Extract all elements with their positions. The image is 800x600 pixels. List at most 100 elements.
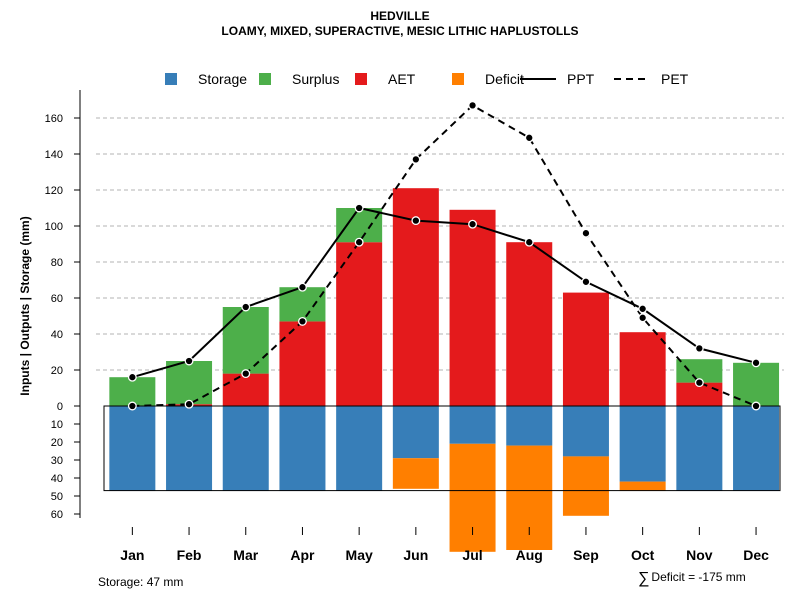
y-tick-label: 20 <box>51 365 63 377</box>
storage-bar-feb <box>166 406 213 491</box>
surplus-bar-jan <box>109 377 156 406</box>
storage-bar-oct <box>619 406 666 482</box>
deficit-legend-swatch <box>452 73 464 85</box>
x-tick-label-oct: Oct <box>631 547 655 563</box>
pet-point-dec <box>751 401 761 411</box>
ppt-point-jan <box>127 372 137 382</box>
ppt-point-oct <box>638 304 648 314</box>
storage-bar-may <box>336 406 383 491</box>
y-tick-label: 60 <box>51 293 63 305</box>
storage-bar-jun <box>392 406 439 459</box>
deficit-bar-sep <box>562 456 609 516</box>
y-tick-label: 30 <box>51 455 63 467</box>
sum-symbol: ∑ <box>638 570 650 587</box>
ppt-point-may <box>354 203 364 213</box>
pet-point-feb <box>184 399 194 409</box>
surplus-bar-nov <box>676 359 723 383</box>
y-tick-label: 40 <box>51 329 63 341</box>
pet-point-mar <box>241 369 251 379</box>
x-tick-label-dec: Dec <box>743 547 769 563</box>
deficit-footnote: ∑ Deficit = -175 mm <box>638 570 746 588</box>
aet-bar-nov <box>676 382 723 406</box>
deficit-bar-oct <box>619 481 666 491</box>
y-tick-label: 40 <box>51 473 63 485</box>
y-axis-label: Inputs | Outputs | Storage (mm) <box>18 216 32 395</box>
storage-legend-swatch <box>165 73 177 85</box>
storage-bar-sep <box>562 406 609 457</box>
aet-legend-swatch <box>355 73 367 85</box>
x-tick-label-mar: Mar <box>233 547 258 563</box>
storage-bar-dec <box>733 406 780 491</box>
aet-bar-oct <box>619 332 666 406</box>
aet-bar-aug <box>506 242 553 406</box>
y-tick-label: 120 <box>45 185 63 197</box>
x-tick-label-aug: Aug <box>516 547 543 563</box>
chart-title: HEDVILLE <box>370 9 430 23</box>
ppt-legend-label: PPT <box>567 71 595 87</box>
deficit-legend-label: Deficit <box>485 71 524 87</box>
storage-legend-label: Storage <box>198 71 247 87</box>
storage-footnote: Storage: 47 mm <box>98 575 184 589</box>
pet-point-may <box>354 237 364 247</box>
pet-point-jun <box>411 154 421 164</box>
x-tick-label-may: May <box>346 547 373 563</box>
pet-point-jul <box>468 100 477 110</box>
y-tick-label: 50 <box>51 491 63 503</box>
surplus-legend-swatch <box>259 73 271 85</box>
chart-subtitle: LOAMY, MIXED, SUPERACTIVE, MESIC LITHIC … <box>221 24 579 38</box>
aet-bar-apr <box>279 321 326 406</box>
aet-bar-sep <box>562 292 609 406</box>
pet-legend-label: PET <box>661 71 689 87</box>
y-tick-label: 60 <box>51 509 63 521</box>
y-tick-label: 100 <box>45 221 63 233</box>
x-tick-label-jan: Jan <box>120 547 144 563</box>
pet-point-aug <box>524 133 534 143</box>
ppt-line <box>132 206 757 379</box>
y-tick-label: 80 <box>51 257 63 269</box>
storage-bar-apr <box>279 406 326 491</box>
storage-capacity-box <box>103 405 781 492</box>
deficit-bar-jul <box>449 443 496 552</box>
y-tick-label: 160 <box>45 113 63 125</box>
pet-point-nov <box>694 378 704 388</box>
storage-bar-nov <box>676 406 723 491</box>
lines <box>127 100 761 411</box>
storage-bar-aug <box>506 406 553 446</box>
storage-bar-mar <box>222 406 269 491</box>
storage-bar-jan <box>109 406 156 491</box>
y-tick-label: 140 <box>45 149 63 161</box>
pet-point-sep <box>581 228 591 238</box>
storage-bar-jul <box>449 406 496 444</box>
ppt-point-aug <box>524 237 534 247</box>
ppt-point-feb <box>184 356 194 366</box>
ppt-point-sep <box>581 277 591 287</box>
ppt-point-jun <box>411 216 421 226</box>
ppt-point-apr <box>298 282 307 292</box>
surplus-bar-may <box>336 208 383 243</box>
x-tick-label-jul: Jul <box>462 547 482 563</box>
pet-point-oct <box>638 313 648 323</box>
ppt-point-mar <box>241 302 251 312</box>
ppt-point-nov <box>694 343 704 353</box>
legend: Storage Surplus AET Deficit PPT PET <box>165 71 689 87</box>
aet-legend-label: AET <box>388 71 416 87</box>
pet-point-apr <box>298 316 307 326</box>
gridlines <box>96 117 784 371</box>
axes: 0 20 40 60 80 100 120 140 160 10 20 30 40 50 60 Inputs … <box>18 90 769 563</box>
surplus-bar-mar <box>222 307 269 374</box>
surplus-bar-feb <box>166 361 213 405</box>
aet-bar-jul <box>449 209 496 406</box>
surplus-legend-label: Surplus <box>292 71 339 87</box>
x-tick-label-feb: Feb <box>177 547 202 563</box>
pet-point-jan <box>127 401 137 411</box>
x-tick-label-apr: Apr <box>290 547 315 563</box>
y-tick-label: 10 <box>51 419 63 431</box>
x-tick-label-nov: Nov <box>686 547 713 563</box>
x-tick-label-jun: Jun <box>403 547 428 563</box>
deficit-total: Deficit = -175 mm <box>651 570 746 584</box>
aet-bar-may <box>336 242 383 406</box>
aet-bar-mar <box>222 373 269 406</box>
ppt-point-dec <box>751 358 761 368</box>
y-tick-label: 20 <box>51 437 63 449</box>
